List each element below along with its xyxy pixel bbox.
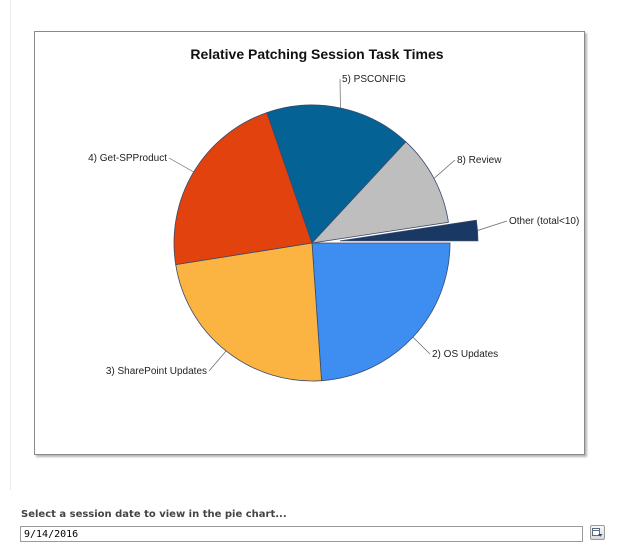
- chart-panel: Relative Patching Session Task Times 2) …: [34, 31, 585, 455]
- pie-chart: Relative Patching Session Task Times 2) …: [88, 46, 579, 382]
- calendar-dropdown-icon: [592, 528, 603, 537]
- slice-label-8-review: 8) Review: [457, 155, 502, 166]
- leader-line-8-review: [433, 159, 456, 179]
- pie-slice-other-total-10[interactable]: [339, 219, 479, 242]
- pie-slice-3-sharepoint-updates[interactable]: [175, 242, 322, 382]
- chart-title: Relative Patching Session Task Times: [190, 46, 443, 62]
- slice-label-2-os-updates: 2) OS Updates: [432, 349, 498, 360]
- session-date-label: Select a session date to view in the pie…: [21, 509, 287, 520]
- leader-line-2-os-updates: [412, 336, 431, 355]
- slice-label-5-psconfig: 5) PSCONFIG: [342, 74, 406, 85]
- leader-line-3-sharepoint-updates: [208, 350, 227, 372]
- leader-line-other-total-10: [477, 220, 508, 231]
- leader-line-4-get-spproduct: [168, 157, 194, 173]
- pie-slice-2-os-updates[interactable]: [311, 242, 451, 382]
- slice-label-other-total-10: Other (total<10): [509, 216, 579, 227]
- slice-label-3-sharepoint-updates: 3) SharePoint Updates: [106, 366, 207, 377]
- page-left-rule: [10, 0, 11, 490]
- calendar-button[interactable]: [590, 525, 605, 540]
- session-date-input[interactable]: [20, 526, 583, 542]
- slice-label-4-get-spproduct: 4) Get-SPProduct: [88, 153, 167, 164]
